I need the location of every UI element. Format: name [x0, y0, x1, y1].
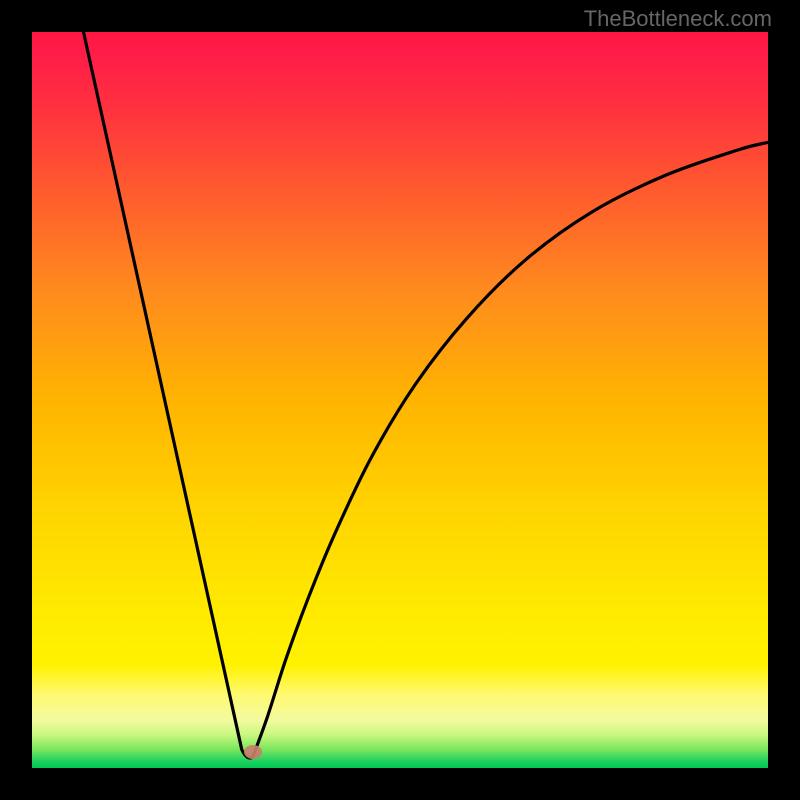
watermark-text: TheBottleneck.com [584, 6, 772, 32]
bottleneck-curve [32, 32, 768, 768]
curve-path [84, 32, 768, 758]
minimum-marker [244, 745, 262, 759]
chart-container: TheBottleneck.com [0, 0, 800, 800]
plot-area [32, 32, 768, 768]
